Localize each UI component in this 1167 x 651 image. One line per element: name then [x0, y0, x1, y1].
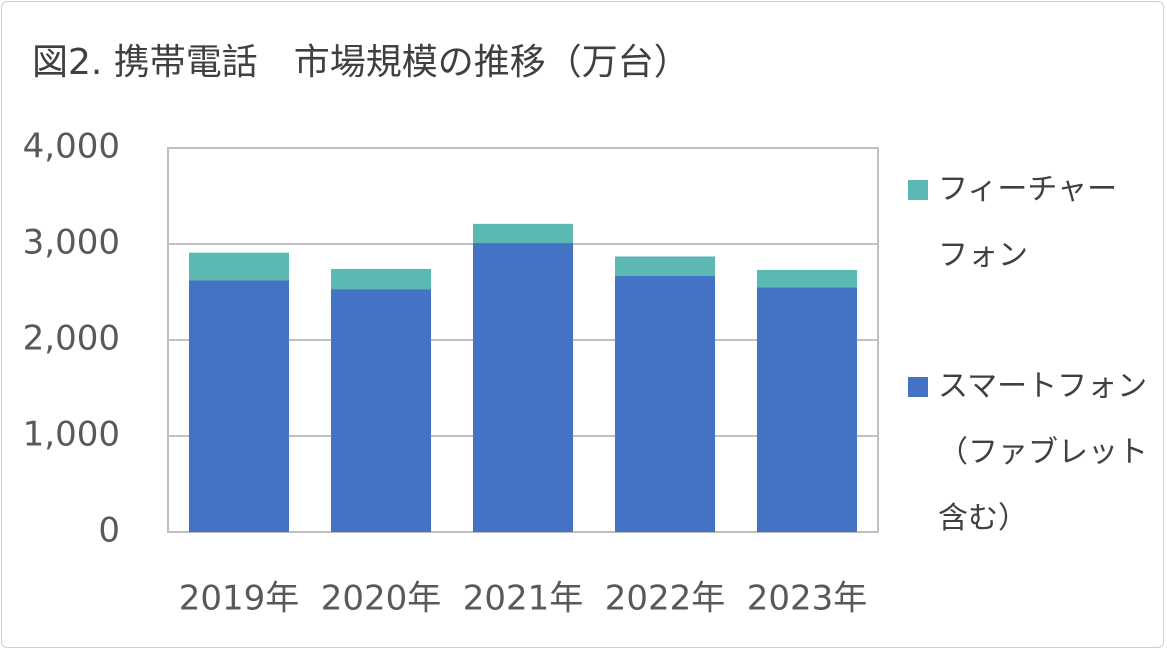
bar-segment	[615, 256, 715, 276]
x-tick-label: 2020年	[321, 579, 442, 619]
legend-item: スマートフォン（ファブレット含む）	[908, 354, 1153, 552]
bar-segment	[331, 289, 431, 532]
x-tick-label: 2021年	[463, 579, 584, 619]
chart-title: 図2. 携帯電話 市場規模の推移（万台）	[32, 42, 690, 83]
legend-label: フィーチャーフォン	[938, 172, 1118, 273]
legend-swatch	[908, 180, 928, 200]
y-tick-label: 0	[98, 511, 120, 551]
bar-segment	[473, 243, 573, 533]
legend-label: スマートフォン（ファブレット含む）	[938, 369, 1148, 536]
bar-segment	[473, 223, 573, 244]
legend-item: フィーチャーフォン	[908, 157, 1128, 289]
y-tick-label: 1,000	[23, 415, 120, 455]
x-tick-label: 2022年	[605, 579, 726, 619]
legend-swatch	[908, 377, 928, 397]
y-tick-label: 2,000	[23, 319, 120, 359]
bar-segment	[189, 252, 289, 281]
x-tick-label: 2019年	[179, 579, 300, 619]
bar-segment	[331, 268, 431, 290]
x-tick-label: 2023年	[747, 579, 868, 619]
bar-segment	[189, 280, 289, 532]
bar-segment	[615, 275, 715, 532]
bar-segment	[757, 269, 857, 288]
bar-segment	[757, 287, 857, 532]
y-tick-label: 3,000	[23, 223, 120, 263]
y-tick-label: 4,000	[23, 127, 120, 167]
